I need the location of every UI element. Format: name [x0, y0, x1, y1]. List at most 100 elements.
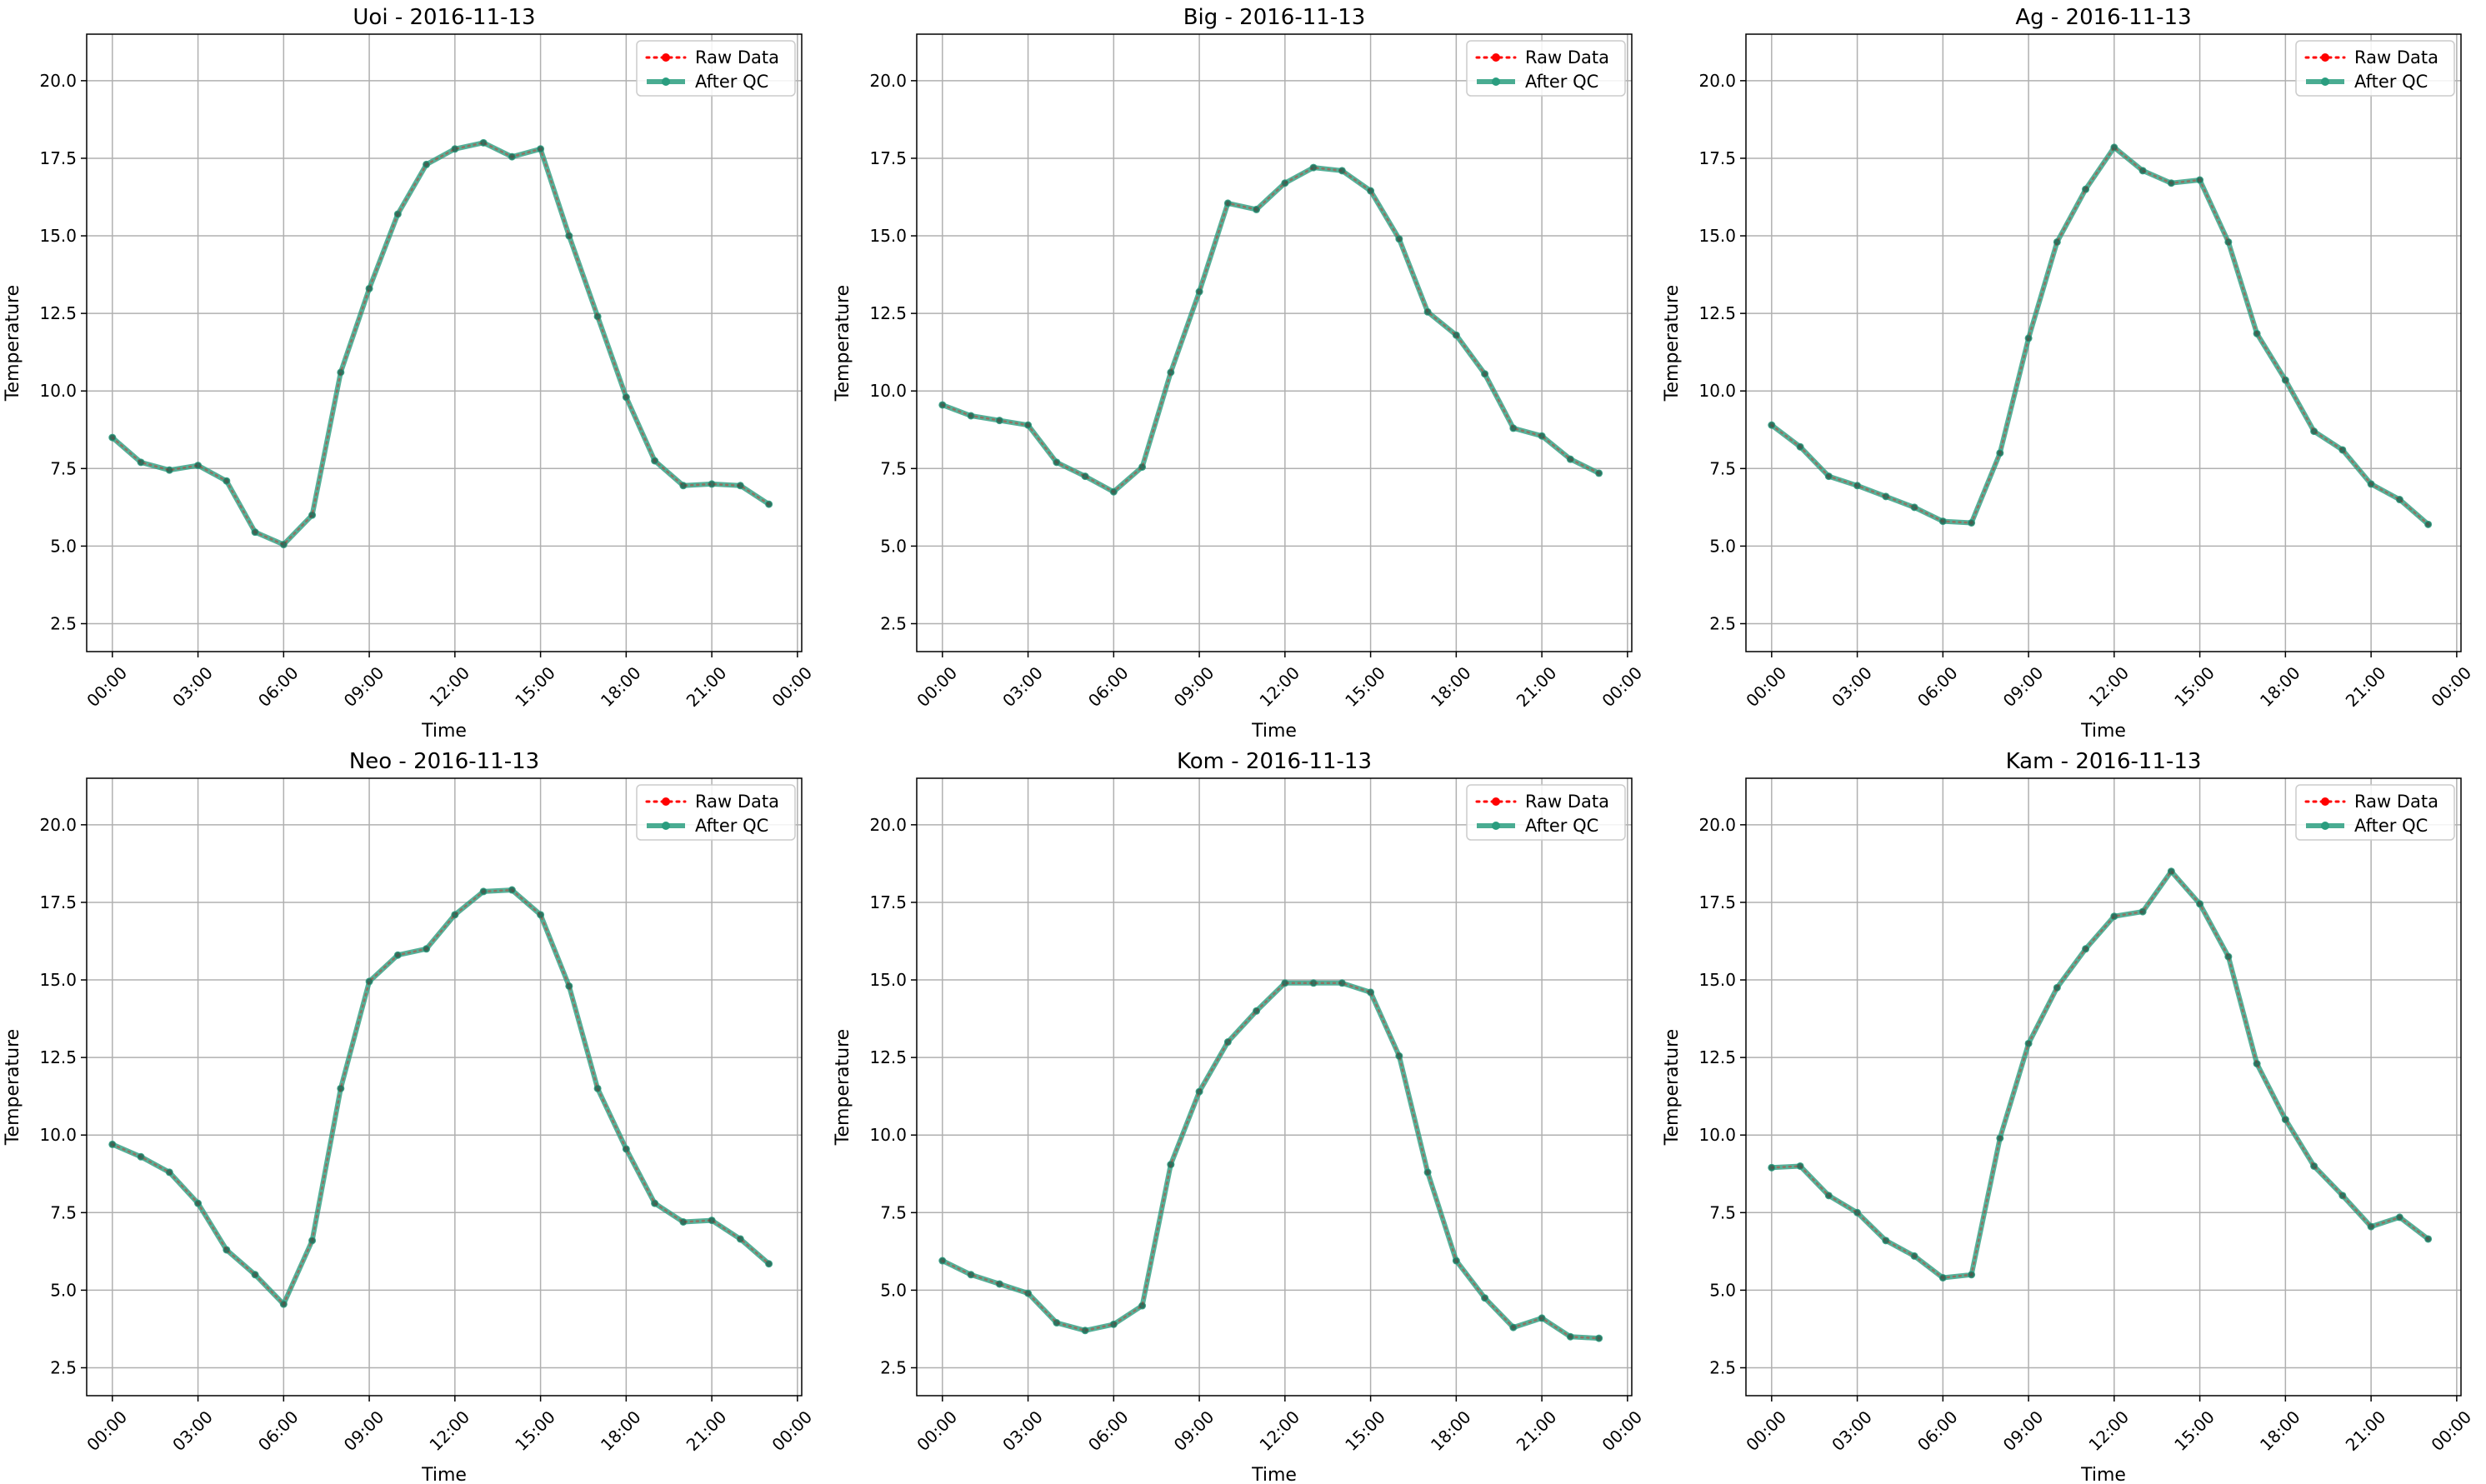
y-tick-label: 2.5: [880, 1357, 907, 1377]
point-raw: [652, 457, 658, 464]
point-raw: [280, 542, 287, 548]
point-raw: [2225, 238, 2232, 245]
point-raw: [2083, 946, 2089, 952]
point-raw: [538, 912, 544, 918]
x-tick-label: 06:00: [1084, 1407, 1133, 1455]
point-raw: [737, 1236, 743, 1242]
point-raw: [1053, 1319, 1060, 1326]
point-raw: [2083, 186, 2089, 192]
point-raw: [1338, 167, 1345, 174]
x-tick-label: 21:00: [683, 662, 731, 711]
point-raw: [223, 1247, 230, 1253]
x-tick-label: 09:00: [1999, 662, 2048, 711]
point-raw: [1797, 1162, 1803, 1169]
subplot-title: Kom - 2016-11-13: [1177, 749, 1372, 774]
x-tick-label: 15:00: [1341, 1407, 1389, 1455]
point-raw: [1939, 518, 1946, 525]
point-raw: [1797, 443, 1803, 450]
legend-qc-marker: [2321, 77, 2329, 86]
y-tick-label: 20.0: [869, 71, 907, 91]
x-tick-label: 00:00: [1742, 662, 1790, 711]
y-tick-label: 7.5: [880, 458, 907, 478]
x-tick-label: 03:00: [998, 1407, 1047, 1455]
series-line-after-qc: [109, 887, 772, 1307]
y-tick-label: 17.5: [869, 148, 907, 168]
legend-raw-label: Raw Data: [1525, 47, 1609, 67]
x-axis-label: Time: [421, 1465, 467, 1484]
y-tick-label: 7.5: [50, 1202, 77, 1222]
legend-qc-label: After QC: [1525, 72, 1598, 92]
x-tick-label: 18:00: [1427, 1407, 1475, 1455]
x-tick-label: 03:00: [168, 1407, 217, 1455]
point-raw: [968, 412, 974, 419]
point-raw: [109, 1141, 116, 1147]
point-raw: [623, 394, 629, 401]
x-tick-label: 15:00: [511, 662, 559, 711]
series-line-after-qc: [1768, 144, 2431, 527]
point-raw: [1396, 236, 1403, 242]
legend: Raw Data After QC: [1466, 40, 1626, 97]
x-tick-label: 06:00: [1913, 662, 1962, 711]
point-raw: [1453, 332, 1459, 338]
point-raw: [1482, 371, 1488, 377]
point-raw: [1224, 200, 1231, 207]
point-raw: [1883, 1237, 1889, 1244]
point-raw: [1939, 1275, 1946, 1282]
y-tick-label: 20.0: [1698, 71, 1736, 91]
subplot-6: 2.5 5.0 7.5 10.0 12.5 15.0 17.5 20.0 00:00 03:00 0…: [1662, 749, 2475, 1484]
point-raw: [2339, 447, 2346, 453]
point-raw: [939, 402, 946, 408]
x-tick-label: 03:00: [998, 662, 1047, 711]
point-raw: [1168, 1162, 1174, 1168]
x-axis-label: Time: [1251, 721, 1297, 742]
y-tick-label: 10.0: [39, 1125, 77, 1145]
point-raw: [1082, 1327, 1088, 1334]
point-raw: [2253, 1061, 2260, 1067]
point-raw: [2111, 913, 2118, 920]
point-raw: [2139, 167, 2146, 174]
point-raw: [2139, 908, 2146, 915]
x-tick-label: 12:00: [1255, 662, 1303, 711]
legend-raw-label: Raw Data: [695, 47, 779, 67]
point-raw: [1110, 1321, 1117, 1327]
point-raw: [1911, 1252, 1918, 1259]
y-tick-label: 20.0: [39, 71, 77, 91]
axes-frame: [916, 33, 1633, 652]
x-tick-label: 06:00: [1913, 1407, 1962, 1455]
legend-qc-label: After QC: [2354, 816, 2428, 836]
point-raw: [996, 417, 1003, 424]
x-tick-label: 12:00: [1255, 1407, 1303, 1455]
point-raw: [1310, 164, 1317, 171]
legend: Raw Data After QC: [2295, 40, 2455, 97]
x-axis-label: Time: [2080, 1465, 2126, 1484]
y-tick-label: 12.5: [1698, 1047, 1736, 1067]
x-tick-label: 18:00: [2256, 1407, 2304, 1455]
legend-qc-marker: [2321, 822, 2329, 830]
point-raw: [1997, 1135, 2003, 1142]
subplot-title: Ag - 2016-11-13: [2015, 5, 2191, 30]
point-raw: [652, 1200, 658, 1207]
point-raw: [1139, 463, 1146, 470]
point-raw: [1510, 1324, 1517, 1331]
series-line-after-qc: [1768, 868, 2431, 1281]
x-tick-label: 21:00: [1513, 1407, 1561, 1455]
legend-qc-marker: [662, 77, 670, 86]
point-raw: [680, 1218, 687, 1225]
point-raw: [480, 139, 487, 146]
point-raw: [1453, 1257, 1459, 1264]
legend-raw-marker: [2321, 797, 2329, 806]
y-tick-label: 12.5: [39, 303, 77, 323]
point-raw: [338, 369, 344, 376]
series-line-raw: [111, 141, 770, 546]
point-raw: [2282, 377, 2288, 383]
point-raw: [2311, 1162, 2318, 1169]
series-line-raw: [1770, 869, 2429, 1279]
point-raw: [1253, 1007, 1260, 1014]
x-tick-label: 00:00: [913, 662, 961, 711]
y-tick-label: 12.5: [39, 1047, 77, 1067]
point-raw: [1424, 308, 1431, 315]
y-tick-label: 10.0: [39, 381, 77, 401]
x-tick-label: 09:00: [1170, 662, 1218, 711]
point-raw: [508, 887, 515, 893]
x-tick-label: 12:00: [2084, 662, 2133, 711]
